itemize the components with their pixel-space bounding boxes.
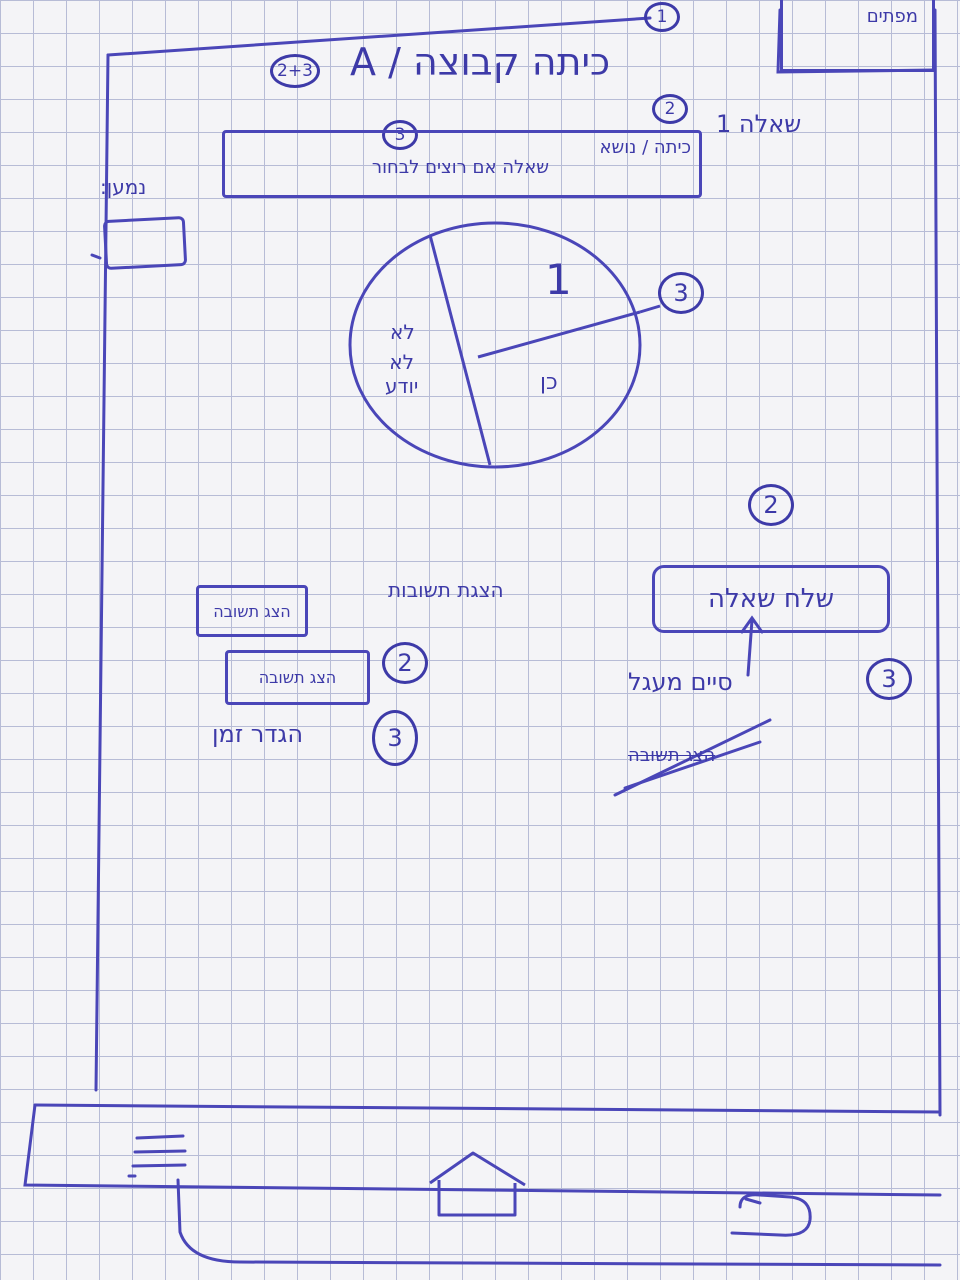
struck-show-answer: הצג תשובה (628, 745, 716, 766)
header-badge: 2+3 (270, 54, 320, 88)
end-circle-label[interactable]: סיים מעגל (628, 668, 733, 696)
home-icon (429, 1151, 526, 1217)
hamburger-menu-icon (127, 1134, 187, 1178)
show-answer-label-2: הצג תשובה (258, 668, 337, 687)
recipient-label: נמען: (100, 175, 147, 199)
pie-slice-unknown: לא יודע (385, 350, 419, 398)
end-circle-marker: 3 (866, 658, 912, 700)
set-time-marker: 3 (372, 710, 418, 766)
back-button[interactable] (720, 1185, 820, 1245)
question-label: שאלה 1 (716, 110, 802, 138)
pie-slice-yes: כן (540, 370, 558, 395)
pie-marker: 3 (658, 272, 704, 314)
show-answer-marker: 2 (382, 642, 428, 684)
send-marker: 2 (748, 484, 794, 526)
pie-marker-line (639, 304, 661, 314)
page-title: כיתה קבוצה / A (350, 40, 611, 84)
question-input-text: שאלה אם רוצים לבחור (371, 157, 549, 178)
question-input[interactable]: כיתה / נושא שאלה אם רוצים לבחור (222, 130, 702, 198)
pie-slice-no: לא (390, 320, 415, 344)
corner-note-box: מפתים (780, 0, 935, 72)
menu-icon[interactable] (125, 1130, 195, 1180)
home-button[interactable] (425, 1145, 530, 1220)
input-marker: 3 (382, 120, 418, 150)
class-topic-links[interactable]: כיתה / נושא (599, 137, 691, 158)
show-answer-button-2[interactable]: הצג תשובה (225, 650, 370, 705)
back-arrow-icon (730, 1193, 812, 1237)
send-question-label: שלח שאלה (707, 584, 834, 614)
send-question-button[interactable]: שלח שאלה (652, 565, 890, 633)
show-answer-label-1: הצג תשובה (213, 601, 291, 621)
pie-circle (348, 221, 642, 469)
marker-1: 1 (644, 2, 680, 32)
corner-note: מפתים (866, 6, 918, 27)
show-answers-heading: הצגת תשובות (388, 578, 504, 602)
set-time-label[interactable]: הגדר זמן (212, 720, 303, 748)
show-answer-button-1[interactable]: הצג תשובה (196, 585, 308, 637)
pie-divider-1 (428, 234, 492, 466)
pie-divider-2 (477, 310, 641, 359)
question-marker: 2 (652, 94, 688, 124)
pie-slice-1: 1 (545, 255, 572, 304)
